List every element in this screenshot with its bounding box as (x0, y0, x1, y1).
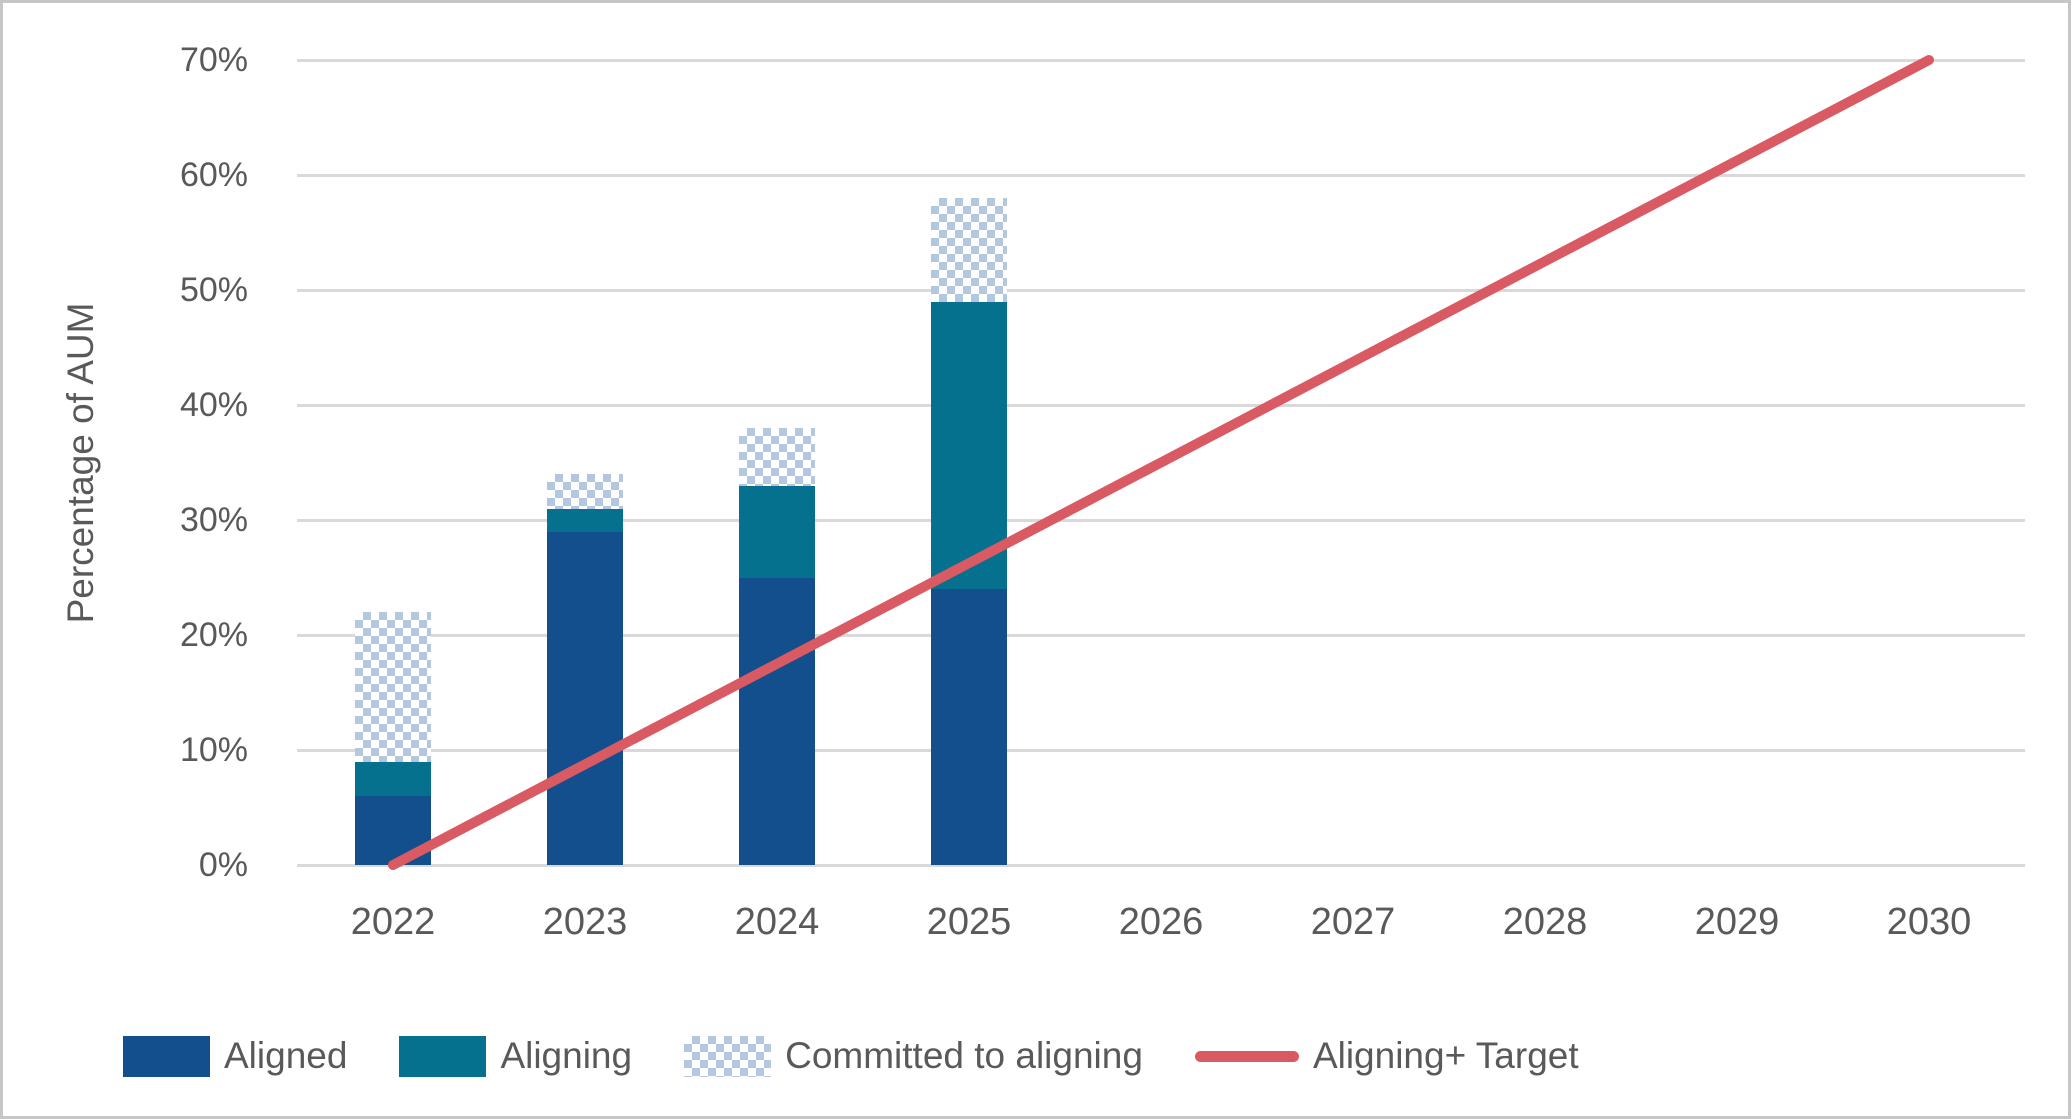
legend-label-aligning: Aligning (500, 1035, 633, 1076)
x-tick-label-2030: 2030 (1886, 901, 1972, 943)
x-tick-label-2027: 2027 (1310, 901, 1396, 943)
x-tick-label-2028: 2028 (1502, 901, 1588, 943)
legend-label-target: Aligning+ Target (1312, 1035, 1579, 1076)
committed-pattern-swatch-icon (684, 1035, 772, 1077)
bar-segment-aligning-2024 (739, 485, 815, 578)
x-tick-label-2026: 2026 (1118, 901, 1204, 943)
bar-segment-aligned-2024 (739, 577, 815, 865)
aligning-target-line (388, 55, 1934, 870)
aligned-swatch-icon (123, 1035, 210, 1077)
bar-segment-committed-to-aligning-2024 (739, 428, 815, 486)
bar-segment-aligning-2025 (931, 301, 1007, 589)
bar-segment-aligned-2025 (931, 589, 1007, 865)
gridline-40 (297, 403, 2025, 407)
x-tick-label-2024: 2024 (734, 901, 820, 943)
y-tick-label-0: 0% (198, 846, 248, 884)
y-axis-title: Percentage of AUM (60, 302, 101, 624)
legend-label-committed: Committed to aligning (785, 1035, 1143, 1076)
legend-item-aligning: Aligning (399, 1035, 632, 1077)
bar-segment-aligned-2022 (355, 796, 431, 865)
y-tick-label-30: 30% (179, 501, 248, 539)
target-line-layer (388, 55, 1934, 870)
legend: Aligned Aligning Committed to aligning A… (123, 1021, 1963, 1091)
bar-segment-committed-to-aligning-2023 (547, 474, 623, 509)
y-tick-label-70: 70% (179, 41, 248, 79)
x-tick-label-2025: 2025 (926, 901, 1012, 943)
y-tick-label-40: 40% (179, 386, 248, 424)
x-tick-label-2023: 2023 (542, 901, 628, 943)
gridline-70 (297, 58, 2025, 62)
x-tick-label-2029: 2029 (1694, 901, 1780, 943)
y-tick-label-60: 60% (179, 156, 248, 194)
y-tick-label-10: 10% (179, 731, 248, 769)
legend-label-aligned: Aligned (224, 1035, 348, 1076)
target-line-swatch-icon (1194, 1050, 1299, 1062)
x-tick-label-2022: 2022 (350, 901, 436, 943)
bar-segment-aligning-2022 (355, 761, 431, 796)
bar-segment-aligned-2023 (547, 531, 623, 865)
y-tick-label-50: 50% (179, 271, 248, 309)
legend-item-aligned: Aligned (123, 1035, 347, 1077)
aligning-swatch-icon (399, 1035, 487, 1077)
gridline-60 (297, 173, 2025, 177)
bar-segment-aligning-2023 (547, 508, 623, 532)
legend-item-target: Aligning+ Target (1194, 1035, 1579, 1077)
bar-segment-committed-to-aligning-2022 (355, 612, 431, 762)
bar-segment-committed-to-aligning-2025 (931, 198, 1007, 302)
y-tick-label-20: 20% (179, 616, 248, 654)
gridline-50 (297, 288, 2025, 292)
legend-item-committed: Committed to aligning (684, 1035, 1143, 1077)
